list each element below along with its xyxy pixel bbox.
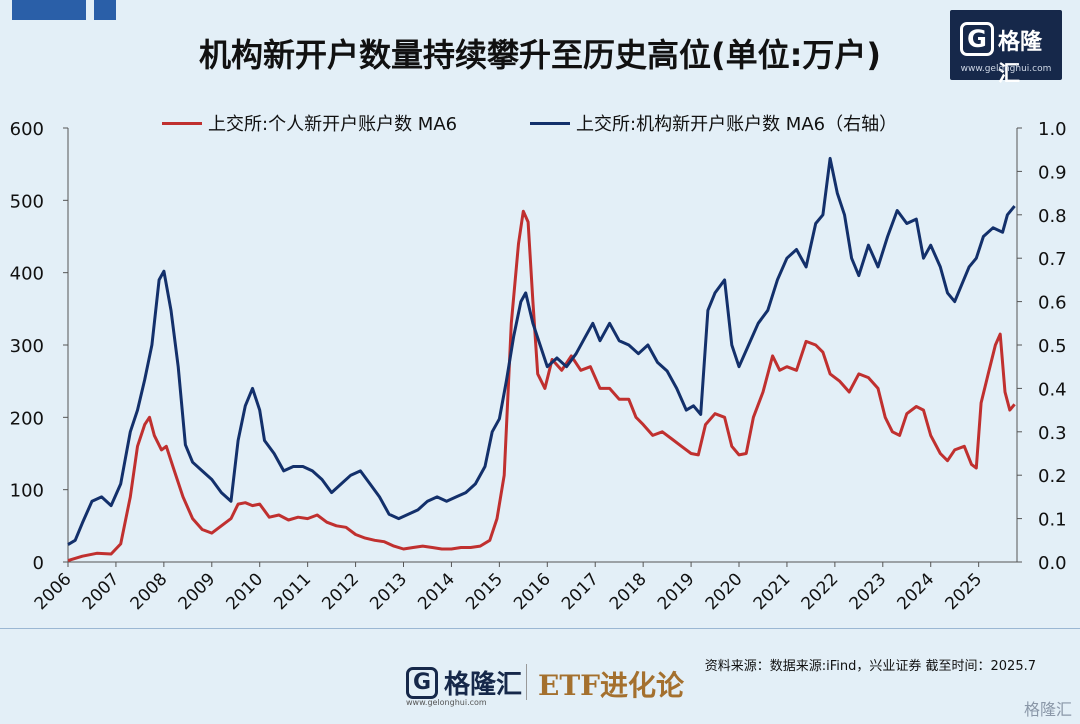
x-tick-label: 2012 [318,569,363,614]
left-tick-label: 400 [10,264,44,285]
chart-plot: 0 100 200 300 400 500 600 0.0 0.1 0.2 0.3 0.4 0.5 0.6… [10,119,1067,614]
x-tick-label: 2017 [558,569,603,614]
right-tick-label: 0.5 [1038,336,1067,357]
legend-item-individual: 上交所:个人新开户账户数 MA6 [162,110,457,136]
right-tick-label: 0.9 [1038,162,1067,183]
chart-title: 机构新开户数量持续攀升至历史高位(单位:万户) [198,36,882,74]
x-tick-label: 2009 [175,569,220,614]
x-tick-label: 2010 [223,569,268,614]
x-tick-label: 2006 [31,569,76,614]
logo-g-icon: G [960,22,994,56]
right-tick-label: 0.6 [1038,293,1067,314]
x-tick-label: 2007 [79,569,124,614]
left-tick-label: 0 [33,553,44,574]
series-line-individual [67,209,1016,563]
x-tick-label: 2008 [127,569,172,614]
footer-logo-g-icon: G [406,666,438,699]
footer-logo: G 格隆汇 [406,664,522,701]
chart-series [67,156,1016,563]
right-tick-label: 0.3 [1038,423,1067,444]
x-tick-label: 2024 [894,569,939,614]
right-tick-label: 0.8 [1038,206,1067,227]
right-tick-label: 0.1 [1038,510,1067,531]
x-tick-label: 2021 [750,569,795,614]
x-tick-label: 2018 [606,569,651,614]
legend-label-individual: 上交所:个人新开户账户数 MA6 [208,114,458,135]
left-tick-label: 500 [10,191,44,212]
left-tick-label: 600 [10,119,44,140]
footer-brand: ETF进化论 [538,669,685,702]
legend-item-institution: 上交所:机构新开户账户数 MA6（右轴） [530,110,897,136]
right-tick-label: 0.7 [1038,249,1067,270]
watermark: 格隆汇 [1023,700,1072,719]
gelonghui-logo: G 格隆汇 www.gelonghui.com [950,10,1062,87]
legend-label-institution: 上交所:机构新开户账户数 MA6（右轴） [576,114,898,135]
x-tick-label: 2019 [654,569,699,614]
x-tick-label: 2013 [366,569,411,614]
right-tick-label: 0.4 [1038,379,1067,400]
left-tick-label: 100 [10,481,44,502]
x-tick-label: 2023 [846,569,891,614]
x-tick-label: 2020 [702,569,747,614]
series-line-institution [67,156,1016,546]
left-tick-label: 300 [10,336,44,357]
header-bar [0,0,1080,20]
footer-separator [526,664,527,700]
right-tick-label: 1.0 [1038,119,1067,140]
chart-legend: 上交所:个人新开户账户数 MA6 上交所:机构新开户账户数 MA6（右轴） [0,110,1080,136]
x-tick-label: 2011 [270,569,315,614]
x-tick-label: 2014 [414,569,459,614]
right-tick-label: 0.2 [1038,466,1067,487]
footer-divider [0,628,1080,629]
right-tick-label: 0.0 [1038,553,1067,574]
header-tab [94,0,116,20]
logo-name: 格隆汇 [998,30,1043,87]
x-tick-label: 2025 [941,569,986,614]
source-note: 资料来源：数据来源:iFind，兴业证券 截至时间：2025.7 [704,659,1036,674]
x-tick-label: 2016 [510,569,555,614]
x-tick-label: 2015 [462,569,507,614]
logo-url: www.gelonghui.com [960,64,1052,74]
legend-swatch-institution [530,121,570,125]
footer-logo-url: www.gelonghui.com [406,698,487,707]
left-tick-label: 200 [10,408,44,429]
header-tab [12,0,86,20]
x-tick-label: 2022 [798,569,843,614]
footer-logo-name: 格隆汇 [444,670,523,700]
legend-swatch-individual [162,121,202,125]
